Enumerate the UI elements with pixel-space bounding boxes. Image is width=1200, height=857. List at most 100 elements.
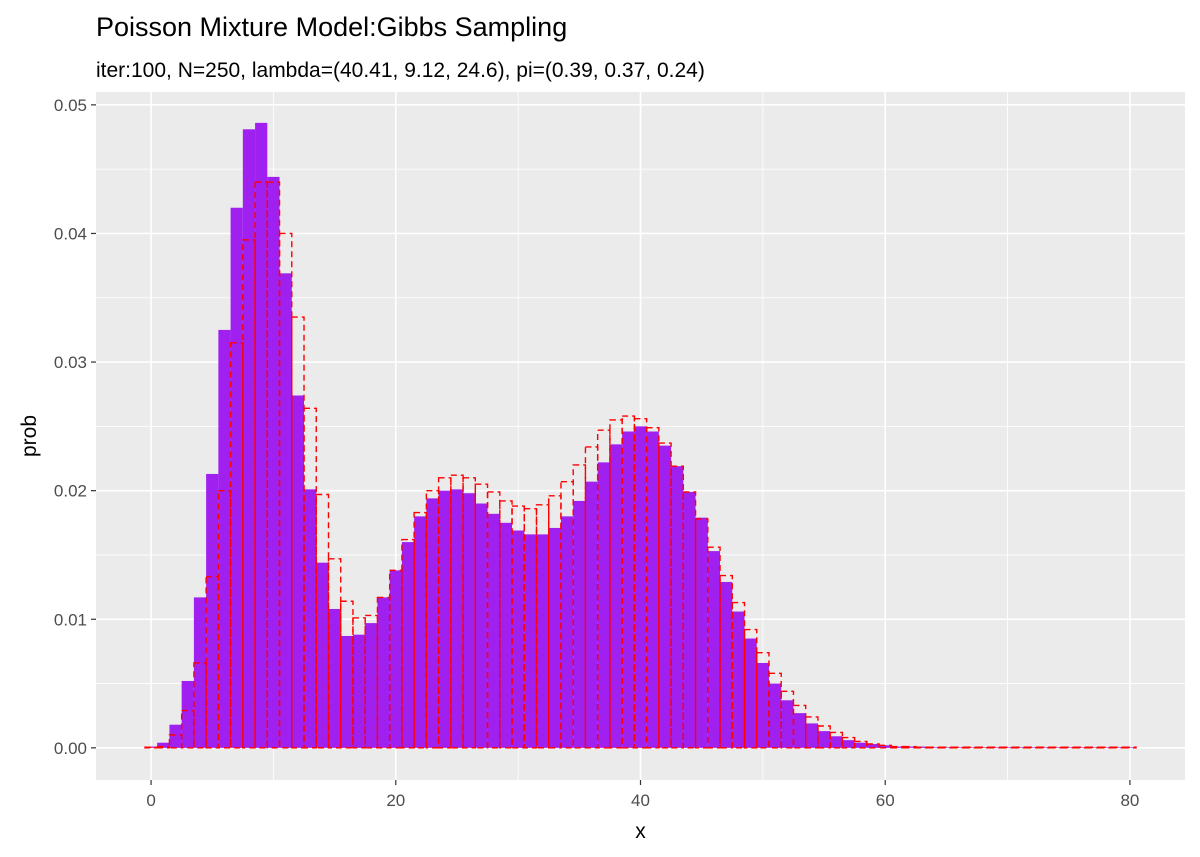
x-tick-label: 0 <box>146 791 155 810</box>
sample-bar <box>781 700 794 748</box>
y-tick-label: 0.04 <box>54 224 87 243</box>
sample-bar <box>242 129 256 748</box>
x-axis-title: x <box>635 820 646 843</box>
sample-bar <box>267 176 280 748</box>
true-distribution-bar <box>486 491 501 749</box>
sample-bar <box>169 724 182 748</box>
sample-bar <box>756 662 769 748</box>
x-tick-label: 80 <box>1120 791 1139 810</box>
true-distribution-bar <box>829 731 844 749</box>
sample-bar <box>928 747 941 748</box>
true-distribution-bar <box>156 745 171 749</box>
true-distribution-bar <box>719 574 733 749</box>
true-distribution-bar <box>291 316 305 749</box>
x-axis: 0 20 40 60 80 <box>146 780 1139 810</box>
sample-bar <box>707 551 721 748</box>
y-tick-label: 0.02 <box>54 482 87 501</box>
sample-bar <box>1013 747 1026 748</box>
y-tick-label: 0.05 <box>54 96 87 115</box>
sample-bar <box>609 444 623 748</box>
chart-title: Poisson Mixture Model:Gibbs Sampling <box>96 12 567 42</box>
true-distribution-bar <box>572 464 587 749</box>
true-distribution-bar <box>168 734 183 749</box>
chart-subtitle: iter:100, N=250, lambda=(40.41, 9.12, 24… <box>96 59 705 82</box>
sample-bar <box>414 516 427 748</box>
sample-bar <box>524 534 537 748</box>
sample-bar <box>548 527 561 748</box>
true-distribution-bar <box>217 489 232 749</box>
sample-bar <box>181 680 194 748</box>
true-distribution-bar <box>658 442 672 749</box>
sample-bar <box>193 597 207 748</box>
true-distribution-bar <box>364 614 379 749</box>
y-axis: 0.00 0.01 0.02 0.03 0.04 0.05 <box>54 96 96 758</box>
true-distribution-bar <box>303 407 317 749</box>
sample-bar <box>720 581 733 748</box>
true-distribution-bar <box>413 511 428 749</box>
true-distribution-bar <box>792 704 807 749</box>
sample-bar <box>976 747 990 748</box>
sample-bar <box>316 562 329 748</box>
sample-bar <box>1074 747 1088 748</box>
sample-bar <box>560 516 574 748</box>
sample-bar <box>744 638 757 748</box>
true-distribution-bar <box>278 232 293 749</box>
true-distribution-bar <box>205 576 220 749</box>
sample-bar <box>536 534 549 748</box>
sample-bar <box>915 746 929 748</box>
sample-bar <box>1025 747 1039 748</box>
sample-bar <box>450 489 464 748</box>
sample-bar <box>1050 747 1063 748</box>
sample-bar <box>903 746 916 748</box>
sample-bar <box>438 490 451 748</box>
x-tick-label: 20 <box>386 791 405 810</box>
true-distribution-bar <box>535 504 550 749</box>
sample-bar <box>768 683 782 748</box>
sample-bar <box>328 608 341 748</box>
sample-bar <box>695 517 708 748</box>
sample-bar <box>230 207 243 748</box>
true-distribution-bar <box>804 716 819 749</box>
sample-bar <box>512 530 525 748</box>
sample-bar <box>842 740 855 748</box>
true-distribution-bar <box>743 628 758 749</box>
sample-bar <box>475 503 488 748</box>
sample-bar <box>989 747 1002 748</box>
sample-bar <box>854 742 867 748</box>
x-tick-label: 40 <box>631 791 650 810</box>
x-tick-label: 60 <box>876 791 895 810</box>
true-distribution-bar <box>756 651 770 749</box>
y-axis-title: prob <box>18 415 41 457</box>
sample-bar <box>622 431 635 748</box>
sample-bar <box>365 623 378 748</box>
sample-bar <box>377 597 390 748</box>
true-distribution-bar <box>523 507 538 749</box>
true-distribution-outline <box>144 181 1137 749</box>
sample-bar <box>817 731 831 748</box>
sample-bar <box>585 481 598 748</box>
sample-bar <box>401 542 415 748</box>
sample-bar <box>206 473 219 748</box>
sample-bar <box>879 745 892 748</box>
true-distribution-bar <box>707 546 721 749</box>
sample-bar <box>658 445 672 748</box>
sample-bar <box>1123 747 1137 748</box>
true-distribution-bar <box>193 662 207 749</box>
true-distribution-bar <box>340 600 354 749</box>
sample-bar <box>964 747 977 748</box>
sample-bar <box>597 462 610 748</box>
true-distribution-bar <box>645 426 660 749</box>
sample-bar <box>683 491 696 748</box>
sample-bar <box>218 329 231 748</box>
sample-bar <box>1099 747 1112 748</box>
sample-bar <box>1087 747 1100 748</box>
sample-bar <box>805 723 818 748</box>
true-distribution-bar <box>376 596 391 749</box>
sample-bar <box>1062 747 1075 748</box>
sample-bar <box>463 493 476 748</box>
sample-bar <box>304 489 317 748</box>
sample-bar <box>340 635 353 748</box>
sample-bar <box>940 747 953 748</box>
sample-bar <box>279 273 292 748</box>
